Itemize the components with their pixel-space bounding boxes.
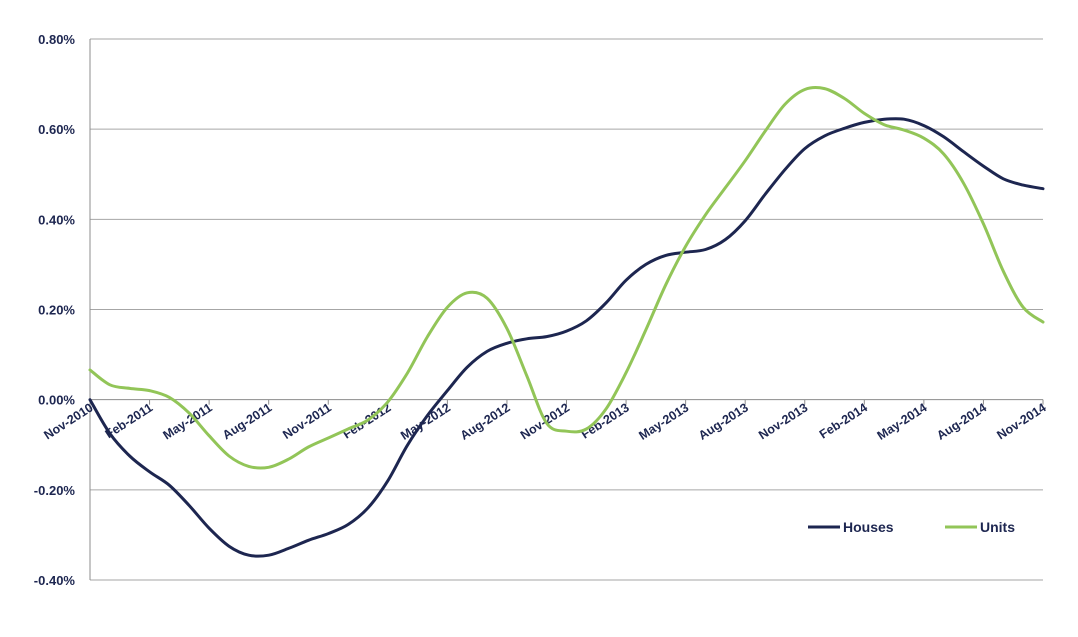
y-tick-label: 0.40% bbox=[38, 212, 75, 227]
x-tick-label: Nov-2014 bbox=[994, 400, 1048, 442]
y-tick-label: -0.40% bbox=[34, 573, 76, 588]
x-tick-label: Feb-2013 bbox=[579, 400, 632, 441]
x-tick-label: Aug-2014 bbox=[934, 400, 989, 442]
x-tick-label: May-2014 bbox=[875, 400, 930, 442]
legend-label-units: Units bbox=[980, 519, 1015, 535]
x-tick-label: Aug-2012 bbox=[458, 400, 513, 442]
y-axis: -0.40% -0.20% 0.00% 0.20% 0.40% 0.60% 0.80% bbox=[34, 32, 91, 588]
y-tick-label: 0.80% bbox=[38, 32, 75, 47]
legend-label-houses: Houses bbox=[843, 519, 894, 535]
series-lines bbox=[88, 86, 1045, 558]
x-tick-label: May-2011 bbox=[160, 400, 214, 442]
y-tick-label: 0.00% bbox=[38, 393, 75, 408]
y-tick-label: -0.20% bbox=[34, 483, 76, 498]
x-tick-label: May-2013 bbox=[636, 400, 691, 442]
x-tick-label: Aug-2013 bbox=[696, 400, 751, 442]
legend: Houses Units bbox=[808, 519, 1015, 535]
y-tick-label: 0.60% bbox=[38, 122, 75, 137]
gridlines bbox=[90, 38, 1043, 581]
x-tick-label: Nov-2013 bbox=[756, 400, 810, 442]
x-tick-label: Feb-2014 bbox=[817, 400, 870, 441]
series-line-units bbox=[88, 86, 1045, 470]
x-tick-label: Nov-2011 bbox=[280, 400, 334, 442]
x-tick-label: Aug-2011 bbox=[220, 400, 274, 442]
y-tick-label: 0.20% bbox=[38, 303, 75, 318]
x-tick-label: May-2012 bbox=[398, 400, 453, 442]
series-line-houses bbox=[88, 117, 1045, 558]
